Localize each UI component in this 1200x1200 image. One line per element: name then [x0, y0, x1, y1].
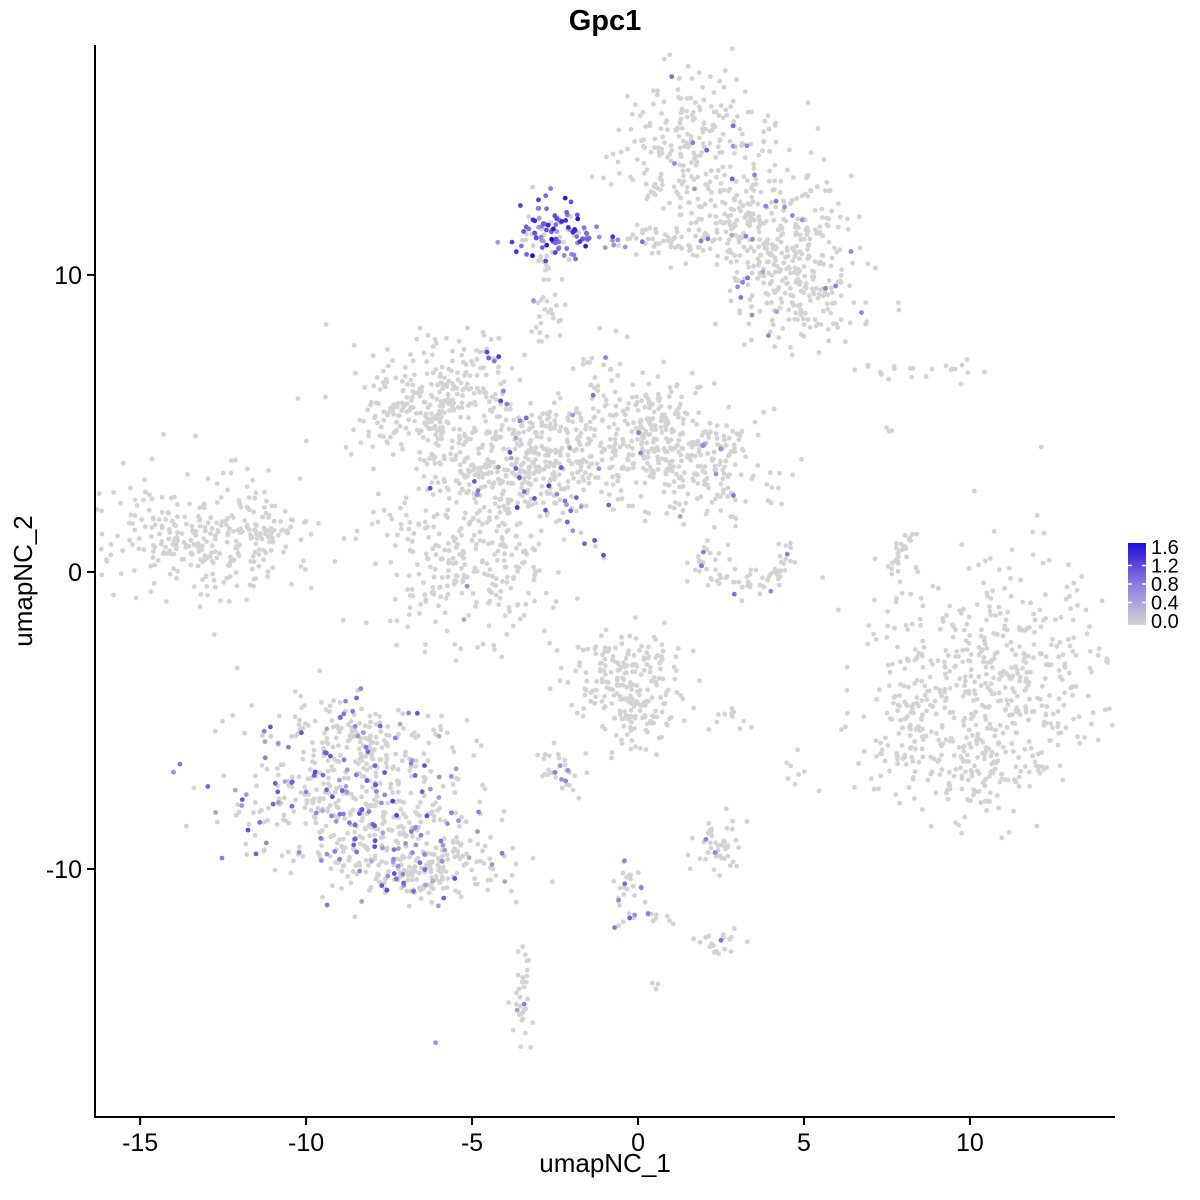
legend-colorbar: 1.61.20.80.40.0 — [1128, 537, 1179, 633]
legend-gradient-bar — [1128, 543, 1146, 625]
y-tick-label: 0 — [68, 559, 82, 587]
x-tick-label: 5 — [797, 1129, 811, 1157]
legend-tick-label: 0.0 — [1151, 611, 1179, 633]
x-tick-label: -15 — [122, 1129, 158, 1157]
x-tick-label: 0 — [631, 1129, 645, 1157]
y-axis-label: umapNC_2 — [8, 515, 38, 647]
x-tick-label: -5 — [461, 1129, 483, 1157]
x-tick-label: -10 — [288, 1129, 324, 1157]
legend-tick-label: 1.6 — [1151, 537, 1179, 559]
y-tick-label: 10 — [54, 262, 82, 290]
axes: -15 -10 -5 0 5 10 -10 0 10 — [46, 45, 1115, 1157]
legend-tick-label: 0.4 — [1151, 593, 1179, 615]
legend-tick-label: 1.2 — [1151, 556, 1179, 578]
legend-tick-notches — [1128, 564, 1146, 604]
plot-title: Gpc1 — [569, 5, 642, 37]
x-axis-ticks: -15 -10 -5 0 5 10 — [122, 1117, 984, 1157]
y-tick-label: -10 — [46, 856, 82, 884]
legend-tick-label: 0.8 — [1151, 574, 1179, 596]
points-layer — [94, 46, 1115, 1050]
legend-tick-labels: 1.61.20.80.40.0 — [1151, 537, 1179, 633]
x-axis-label: umapNC_1 — [539, 1148, 671, 1178]
y-axis-ticks: -10 0 10 — [46, 262, 95, 884]
x-tick-label: 10 — [956, 1129, 984, 1157]
